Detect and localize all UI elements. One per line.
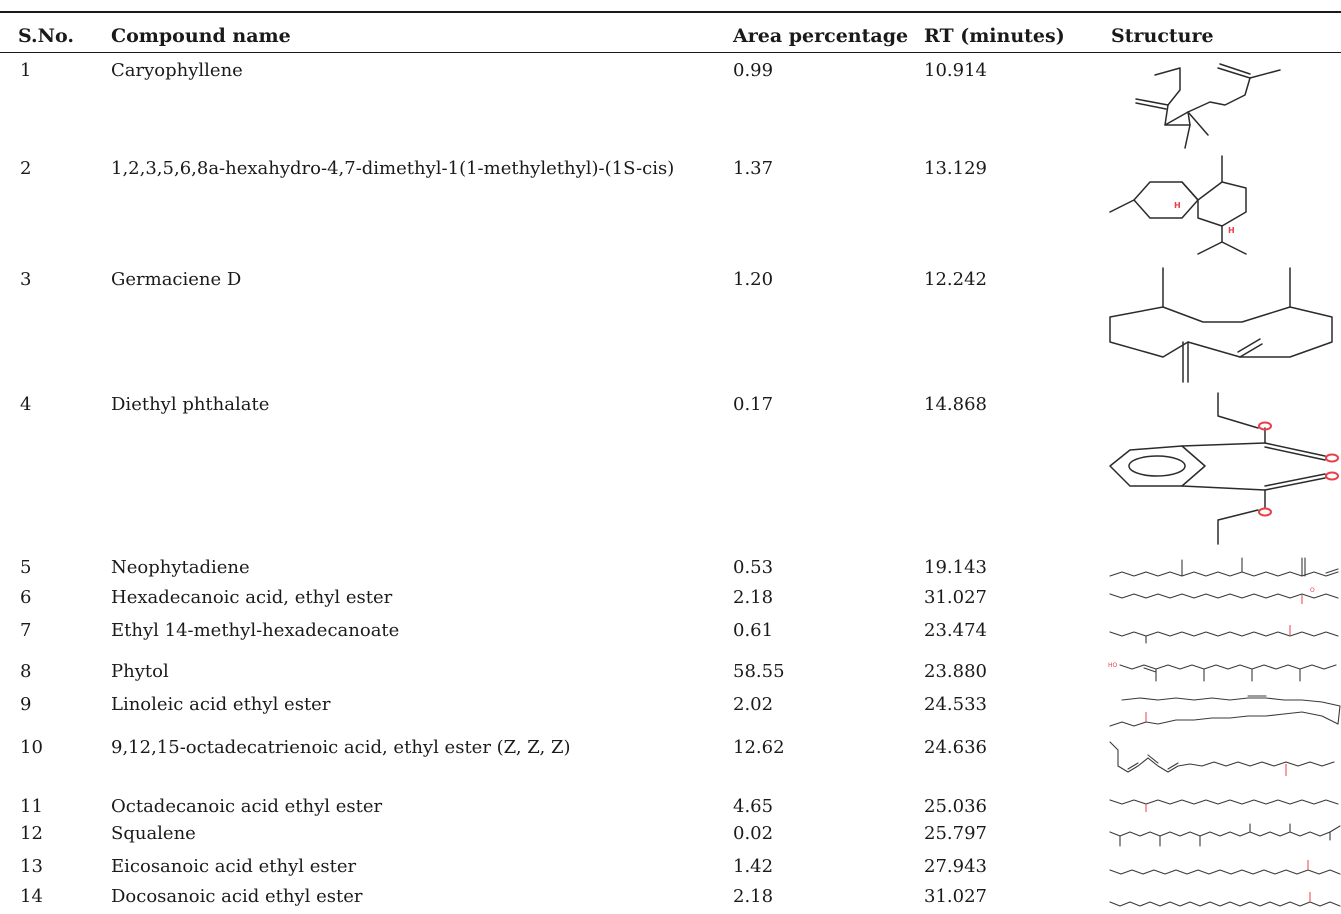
cell-rt: 25.036	[924, 796, 987, 817]
cell-area: 0.53	[733, 557, 774, 578]
cell-name: Ethyl 14-methyl-hexadecanoate	[111, 620, 400, 641]
cell-name: Phytol	[111, 661, 169, 682]
cell-area: 2.02	[733, 694, 774, 715]
cell-sno: 4	[20, 394, 32, 415]
header-sno: S.No.	[18, 25, 74, 47]
cell-area: 58.55	[733, 661, 785, 682]
cell-sno: 10	[20, 737, 43, 758]
cell-rt: 31.027	[924, 587, 987, 608]
cell-name: Squalene	[111, 823, 196, 844]
cell-sno: 3	[20, 269, 32, 290]
cell-sno: 12	[20, 823, 43, 844]
svg-text:H: H	[1174, 201, 1181, 210]
cell-area: 1.20	[733, 269, 774, 290]
cell-name: Germaciene D	[111, 269, 242, 290]
cell-name: Diethyl phthalate	[111, 394, 270, 415]
structure-squalene	[1100, 820, 1341, 850]
structure-octadecanoic-ethyl-ester	[1100, 792, 1341, 820]
header-area: Area percentage	[733, 25, 909, 47]
cell-area: 0.17	[733, 394, 774, 415]
cell-rt: 31.027	[924, 886, 987, 907]
cell-area: 1.37	[733, 158, 774, 179]
cell-rt: 13.129	[924, 158, 987, 179]
cell-area: 0.61	[733, 620, 774, 641]
structure-neophytadiene	[1100, 552, 1341, 582]
structure-hexadecanoic-ethyl-ester: O	[1100, 582, 1341, 612]
structure-phytol: HO	[1100, 655, 1341, 687]
cell-area: 0.02	[733, 823, 774, 844]
cell-sno: 5	[20, 557, 32, 578]
cell-name: Eicosanoic acid ethyl ester	[111, 856, 357, 877]
cell-area: 2.18	[733, 886, 774, 907]
svg-text:O: O	[1310, 587, 1315, 594]
cell-area: 0.99	[733, 60, 774, 81]
cell-name: Caryophyllene	[111, 60, 243, 81]
cell-sno: 11	[20, 796, 43, 817]
svg-text:H: H	[1228, 226, 1235, 235]
svg-text:HO: HO	[1108, 662, 1118, 669]
cell-sno: 14	[20, 886, 43, 907]
cell-name: 1,2,3,5,6,8a-hexahydro-4,7-dimethyl-1(1-…	[111, 158, 675, 179]
cell-sno: 13	[20, 856, 43, 877]
cell-rt: 10.914	[924, 60, 987, 81]
cell-name: 9,12,15-octadecatrienoic acid, ethyl est…	[111, 737, 571, 758]
structure-docosanoic-ethyl-ester	[1100, 882, 1341, 912]
cell-rt: 25.797	[924, 823, 987, 844]
cell-sno: 9	[20, 694, 32, 715]
cell-name: Docosanoic acid ethyl ester	[111, 886, 363, 907]
structure-germacrene-d	[1100, 262, 1341, 386]
cell-rt: 24.636	[924, 737, 987, 758]
cell-rt: 19.143	[924, 557, 987, 578]
cell-area: 4.65	[733, 796, 774, 817]
cell-name: Octadecanoic acid ethyl ester	[111, 796, 383, 817]
structure-octadecatrienoic-ethyl-ester	[1100, 732, 1341, 790]
cell-name: Linoleic acid ethyl ester	[111, 694, 331, 715]
cell-name: Neophytadiene	[111, 557, 250, 578]
header-structure: Structure	[1111, 25, 1214, 47]
structure-eicosanoic-ethyl-ester	[1100, 852, 1341, 880]
cell-rt: 24.533	[924, 694, 987, 715]
structure-linoleic-ethyl-ester	[1100, 688, 1341, 734]
cell-sno: 2	[20, 158, 32, 179]
cell-sno: 6	[20, 587, 32, 608]
structure-diethyl-phthalate	[1100, 388, 1341, 550]
header-compound: Compound name	[111, 25, 291, 47]
cell-rt: 23.880	[924, 661, 987, 682]
cell-sno: 8	[20, 661, 32, 682]
cell-area: 1.42	[733, 856, 774, 877]
cell-rt: 14.868	[924, 394, 987, 415]
cell-area: 12.62	[733, 737, 785, 758]
cell-rt: 27.943	[924, 856, 987, 877]
cell-sno: 1	[20, 60, 32, 81]
cell-name: Hexadecanoic acid, ethyl ester	[111, 587, 393, 608]
cell-area: 2.18	[733, 587, 774, 608]
table-top-rule	[0, 11, 1341, 13]
header-rt: RT (minutes)	[924, 25, 1065, 47]
cell-sno: 7	[20, 620, 32, 641]
structure-caryophyllene	[1100, 60, 1341, 152]
cell-rt: 23.474	[924, 620, 987, 641]
structure-ethyl-methylhexadecanoate	[1100, 614, 1341, 646]
cell-rt: 12.242	[924, 269, 987, 290]
table-header-rule	[0, 52, 1341, 53]
